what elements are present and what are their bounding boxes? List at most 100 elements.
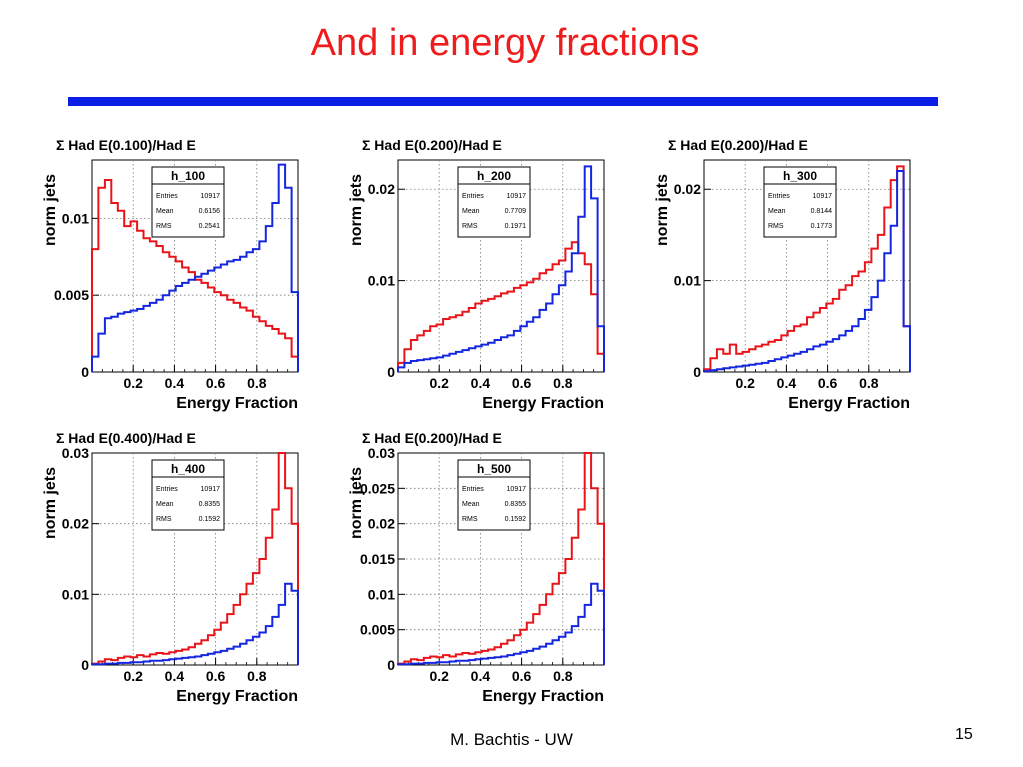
- histogram-svg: Σ Had E(0.200)/Had E 0.2 0.4 0.6 0.8 0 0.01 0.0…: [348, 137, 605, 412]
- stats-rms-label: RMS: [156, 516, 172, 523]
- stats-mean-value: 0.7709: [505, 208, 527, 215]
- x-axis-label: Energy Fraction: [482, 688, 604, 705]
- stats-entries-label: Entries: [768, 193, 790, 200]
- stats-rms-value: 0.1592: [199, 516, 221, 523]
- x-tick-label: 0.6: [206, 375, 226, 391]
- title-underline-rule: [68, 97, 938, 106]
- histogram-svg: Σ Had E(0.100)/Had E 0.2 0.4 0.6 0.8 0 0.005 0.…: [42, 137, 299, 412]
- footer-author: M. Bachtis - UW: [450, 730, 573, 749]
- y-axis-label: norm jets: [348, 174, 365, 246]
- stats-mean-value: 0.8355: [199, 501, 221, 508]
- y-tick-label: 0: [387, 364, 395, 380]
- stats-box: h_200 Entries 10917 Mean 0.7709 RMS 0.1971: [457, 166, 531, 238]
- x-tick-label: 0.2: [429, 375, 449, 391]
- y-tick-label: 0.02: [62, 516, 89, 532]
- y-tick-label: 0: [387, 657, 395, 673]
- histogram-svg: Σ Had E(0.400)/Had E 0.2 0.4 0.6 0.8 0 0.01 0.0…: [42, 430, 299, 705]
- blue-histogram-series: [91, 582, 299, 666]
- stats-box-frame: [457, 459, 531, 531]
- x-axis-label: Energy Fraction: [482, 395, 604, 412]
- x-tick-label: 0.4: [471, 375, 491, 391]
- y-tick-label: 0: [81, 657, 89, 673]
- y-tick-label: 0: [81, 364, 89, 380]
- x-tick-label: 0.6: [512, 375, 532, 391]
- stats-entries-label: Entries: [462, 486, 484, 493]
- y-axis-label: norm jets: [348, 467, 365, 539]
- stats-mean-label: Mean: [462, 501, 480, 508]
- x-axis-label: Energy Fraction: [176, 395, 298, 412]
- stats-rms-label: RMS: [462, 516, 478, 523]
- y-tick-label: 0.01: [368, 586, 395, 602]
- stats-rms-label: RMS: [156, 223, 172, 230]
- x-tick-label: 0.8: [247, 375, 267, 391]
- x-tick-label: 0.4: [165, 668, 185, 684]
- x-tick-label: 0.8: [553, 375, 573, 391]
- stats-box: h_300 Entries 10917 Mean 0.8144 RMS 0.1773: [763, 166, 837, 238]
- chart-title: Σ Had E(0.200)/Had E: [362, 430, 502, 446]
- y-tick-label: 0.005: [360, 622, 395, 638]
- histogram-panel-h200: Σ Had E(0.200)/Had E 0.2 0.4 0.6 0.8 0 0.01 0.0…: [346, 132, 616, 417]
- stats-rms-value: 0.1971: [505, 223, 527, 230]
- y-axis-label: norm jets: [42, 174, 59, 246]
- x-tick-label: 0.8: [553, 668, 573, 684]
- stats-mean-value: 0.8355: [505, 501, 527, 508]
- x-tick-label: 0.6: [206, 668, 226, 684]
- x-tick-label: 0.6: [818, 375, 838, 391]
- y-tick-label: 0.01: [62, 210, 89, 226]
- y-tick-label: 0.03: [368, 445, 395, 461]
- stats-box: h_500 Entries 10917 Mean 0.8355 RMS 0.1592: [457, 459, 531, 531]
- chart-title: Σ Had E(0.200)/Had E: [668, 137, 808, 153]
- x-axis-label: Energy Fraction: [788, 395, 910, 412]
- stats-name: h_100: [171, 169, 205, 183]
- x-tick-label: 0.8: [859, 375, 879, 391]
- stats-box-frame: [151, 166, 225, 238]
- stats-mean-value: 0.8144: [811, 208, 833, 215]
- y-tick-label: 0.02: [368, 516, 395, 532]
- stats-entries-value: 10917: [813, 193, 833, 200]
- y-tick-label: 0.01: [674, 273, 701, 289]
- chart-title: Σ Had E(0.400)/Had E: [56, 430, 196, 446]
- red-histogram-series: [397, 452, 605, 665]
- y-tick-label: 0.025: [360, 480, 395, 496]
- stats-rms-value: 0.2541: [199, 223, 221, 230]
- stats-box-frame: [457, 166, 531, 238]
- y-axis-label: norm jets: [42, 467, 59, 539]
- x-tick-label: 0.4: [471, 668, 491, 684]
- blue-histogram-series: [397, 165, 605, 372]
- histogram-panel-h400: Σ Had E(0.400)/Had E 0.2 0.4 0.6 0.8 0 0.01 0.0…: [40, 425, 310, 710]
- stats-entries-value: 10917: [507, 193, 527, 200]
- red-histogram-series: [397, 241, 605, 372]
- stats-name: h_200: [477, 169, 511, 183]
- stats-rms-label: RMS: [462, 223, 478, 230]
- stats-entries-label: Entries: [156, 193, 178, 200]
- stats-entries-label: Entries: [156, 486, 178, 493]
- histogram-panel-h100: Σ Had E(0.100)/Had E 0.2 0.4 0.6 0.8 0 0.005 0.…: [40, 132, 310, 417]
- blue-histogram-series: [397, 582, 605, 666]
- x-tick-label: 0.2: [735, 375, 755, 391]
- y-tick-label: 0.03: [62, 445, 89, 461]
- y-tick-label: 0.02: [674, 181, 701, 197]
- x-tick-label: 0.4: [777, 375, 797, 391]
- chart-title: Σ Had E(0.100)/Had E: [56, 137, 196, 153]
- stats-rms-value: 0.1592: [505, 516, 527, 523]
- x-tick-label: 0.2: [429, 668, 449, 684]
- stats-rms-label: RMS: [768, 223, 784, 230]
- histogram-panel-h300: Σ Had E(0.200)/Had E 0.2 0.4 0.6 0.8 0 0.01 0.0…: [652, 132, 922, 417]
- stats-name: h_400: [171, 462, 205, 476]
- stats-mean-label: Mean: [156, 208, 174, 215]
- blue-histogram-series: [91, 163, 299, 372]
- stats-rms-value: 0.1773: [811, 223, 833, 230]
- histogram-svg: Σ Had E(0.200)/Had E 0.2 0.4 0.6 0.8 0 0.01 0.0…: [654, 137, 911, 412]
- chart-title: Σ Had E(0.200)/Had E: [362, 137, 502, 153]
- stats-mean-label: Mean: [156, 501, 174, 508]
- stats-box: h_100 Entries 10917 Mean 0.6156 RMS 0.2541: [151, 166, 225, 238]
- x-tick-label: 0.6: [512, 668, 532, 684]
- histogram-svg: Σ Had E(0.200)/Had E 0.2 0.4 0.6 0.8 0 0.005 0.…: [348, 430, 605, 705]
- x-tick-label: 0.4: [165, 375, 185, 391]
- page-number: 15: [955, 726, 973, 743]
- y-axis-label: norm jets: [654, 174, 671, 246]
- slide-title: And in energy fractions: [310, 22, 700, 64]
- y-tick-label: 0.01: [62, 586, 89, 602]
- stats-mean-label: Mean: [462, 208, 480, 215]
- stats-entries-label: Entries: [462, 193, 484, 200]
